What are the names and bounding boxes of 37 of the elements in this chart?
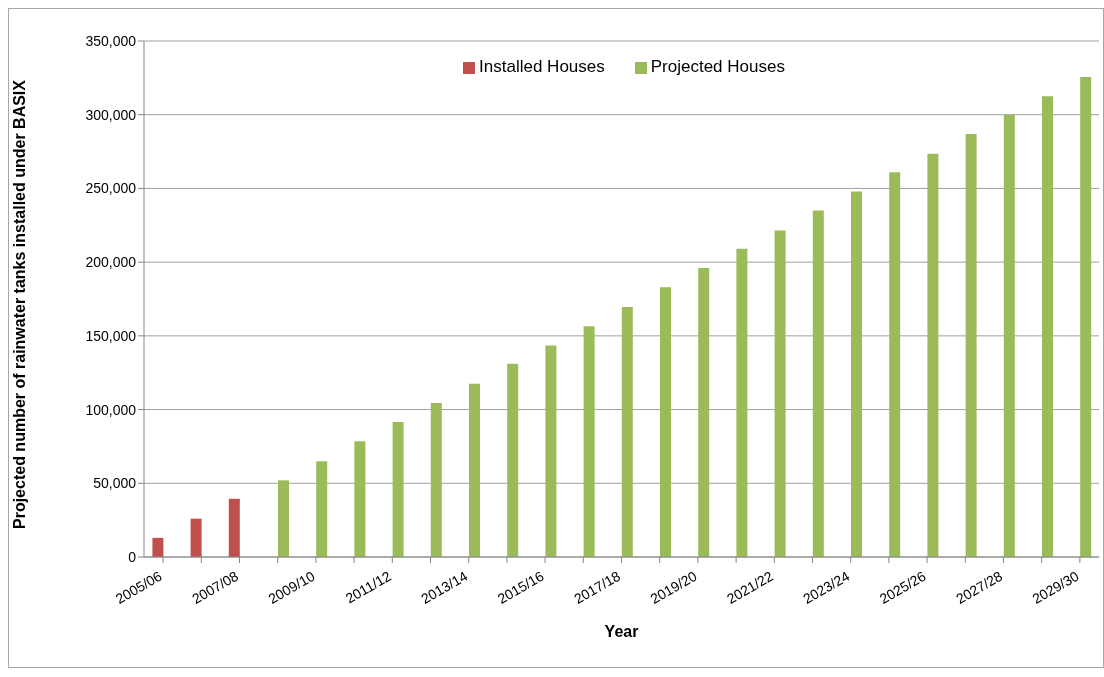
y-tick-label: 300,000: [85, 106, 137, 123]
bar: [190, 518, 202, 557]
y-tick-label: 150,000: [85, 327, 137, 344]
legend-label: Projected Houses: [650, 57, 785, 76]
bar: [354, 441, 366, 557]
bar: [1080, 77, 1092, 557]
bar: [507, 363, 519, 557]
legend-label: Installed Houses: [479, 57, 605, 76]
bar: [621, 307, 633, 557]
bar: [228, 498, 240, 557]
y-tick-label: 200,000: [85, 254, 137, 271]
bar: [430, 402, 442, 557]
bar: [812, 210, 824, 557]
bar: [698, 268, 710, 557]
y-tick-label: 100,000: [85, 401, 137, 418]
x-axis-title: Year: [604, 623, 639, 640]
bar: [927, 153, 939, 557]
y-tick-label: 350,000: [85, 32, 137, 49]
bar: [1042, 96, 1053, 557]
y-tick-label: 0: [128, 548, 137, 565]
bar: [736, 248, 748, 557]
bar: [774, 230, 786, 557]
bar: [469, 383, 480, 557]
bar: [965, 133, 977, 557]
bar: [316, 461, 328, 557]
bar: [660, 287, 671, 557]
bar: [889, 172, 901, 557]
y-tick-label: 50,000: [93, 475, 137, 492]
bar: [583, 326, 595, 557]
bar: [545, 345, 557, 557]
y-tick-label: 250,000: [85, 180, 137, 197]
y-axis-title: Projected number of rainwater tanks installed under BASIX: [10, 79, 28, 529]
bar: [278, 480, 289, 557]
bar: [152, 537, 164, 557]
bar: [851, 191, 862, 557]
bar: [392, 422, 404, 557]
bar: [1003, 114, 1015, 557]
